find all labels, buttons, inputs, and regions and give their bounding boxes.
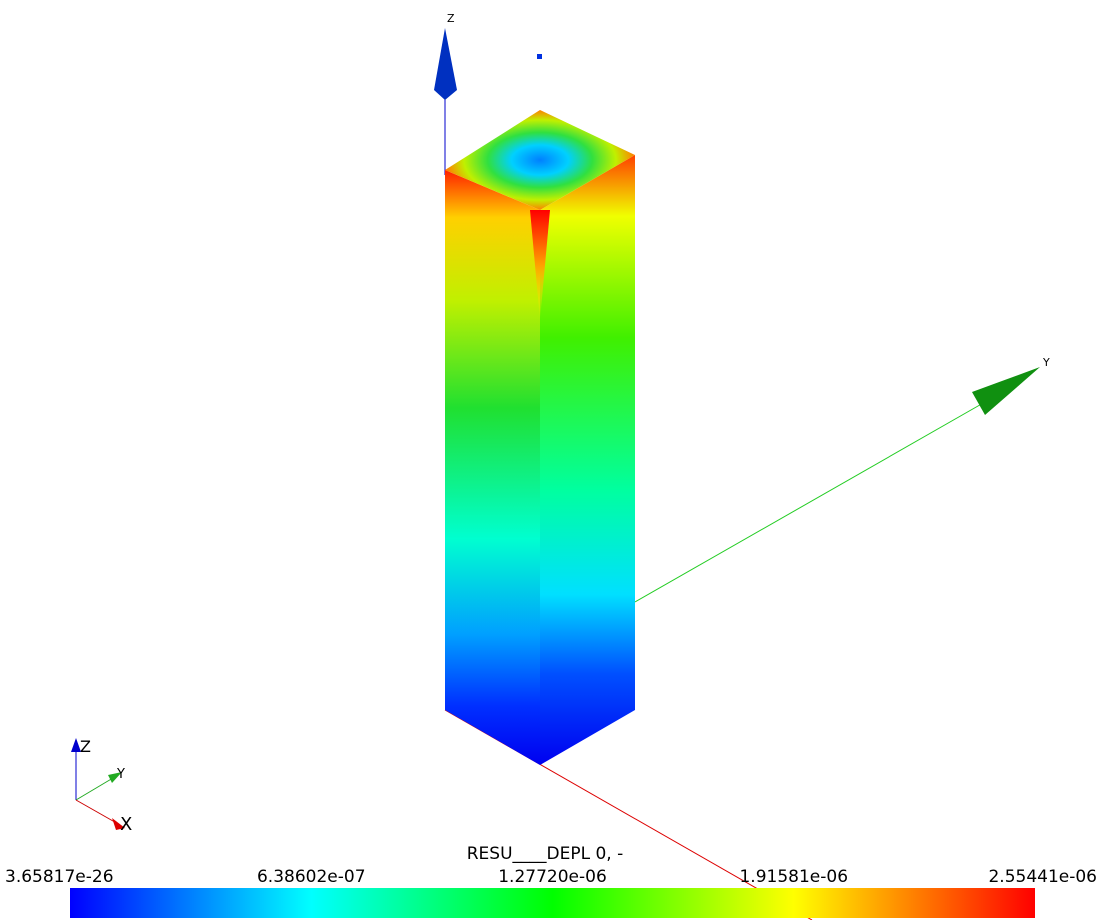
z-axis-label: Z [447,12,455,25]
triad-z-label: Z [80,737,91,756]
y-axis-line [635,402,985,602]
triad-y-label: Y [116,767,125,782]
color-bar-label: 1.91581e-06 [739,867,848,887]
color-bar-label: 2.55441e-06 [988,867,1097,887]
color-bar [70,888,1035,918]
triad-x-label: X [120,814,132,835]
render-view: Z Y Z Y X RESU____DEPL 0, - 3.65817e-26 6… [0,0,1102,920]
column-right-face [540,155,635,765]
marker [537,54,542,59]
color-bar-label: 3.65817e-26 [5,867,114,887]
color-bar-label: 1.27720e-06 [498,867,607,887]
color-bar-label: 6.38602e-07 [257,867,366,887]
y-axis-cone [972,367,1040,415]
z-axis-cone [434,28,457,100]
y-axis-label: Y [1042,356,1050,369]
page: Z Y Z Y X RESU____DEPL 0, - 3.65817e-26 6… [0,0,1102,920]
orientation-triad: Z Y X [71,737,132,835]
color-bar-title: RESU____DEPL 0, - [467,844,624,864]
color-bar-labels: 3.65817e-26 6.38602e-07 1.27720e-06 1.91581… [5,867,1097,887]
column-left-face [445,170,540,765]
